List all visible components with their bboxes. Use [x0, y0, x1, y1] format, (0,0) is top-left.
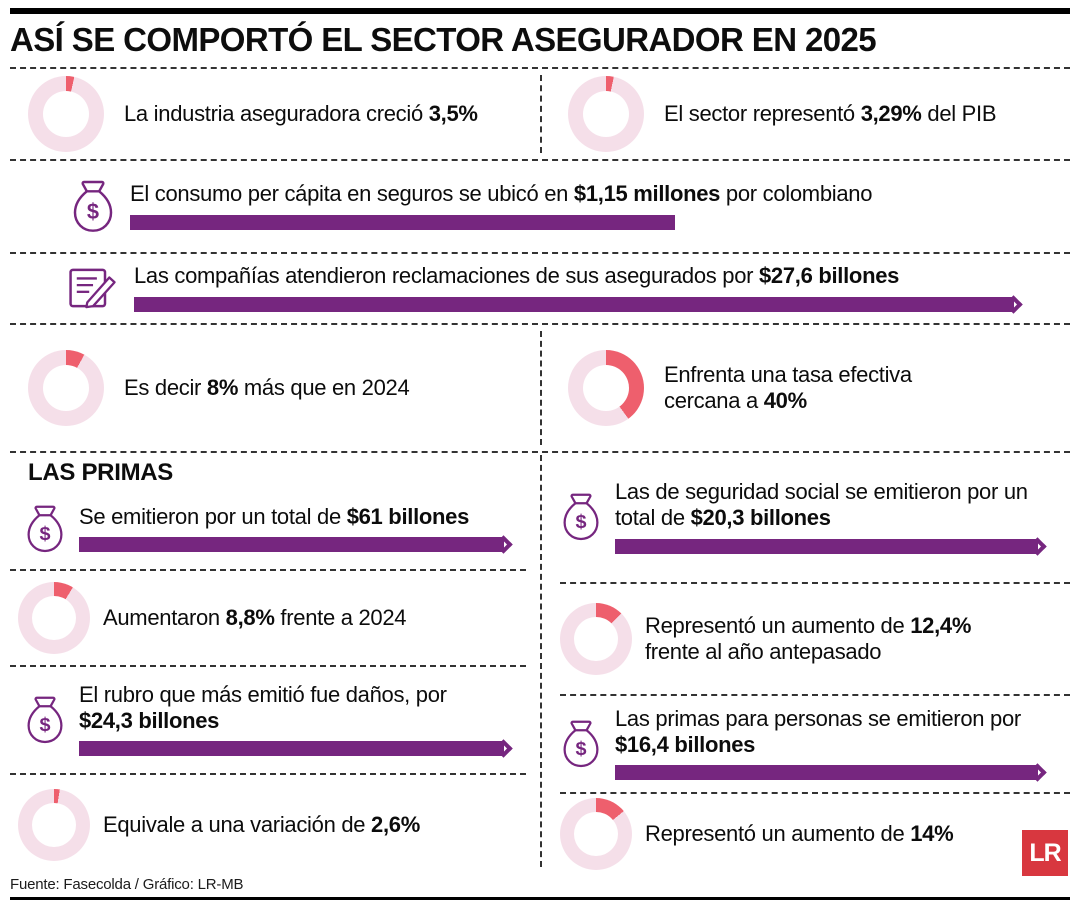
stat-claims: Las compañías atendieron reclamaciones d… [10, 254, 1070, 325]
claims-bar [134, 294, 1070, 314]
value-bar [130, 214, 676, 230]
stat-danos: El rubro que más emitió fue daños, por $… [10, 667, 526, 775]
las-primas-section: LAS PRIMAS Se emitieron por un total de … [10, 453, 1070, 875]
stat-industry-growth: La industria aseguradora creció 3,5% [10, 69, 512, 159]
top-rule [10, 8, 1070, 14]
danos-bar [79, 739, 526, 758]
stat-primas-total: Se emitieron por un total de $61 billone… [10, 489, 526, 571]
stat-text-primas-total: Se emitieron por un total de $61 billone… [79, 503, 470, 529]
per-capita-content: El consumo per cápita en seguros se ubic… [130, 181, 1070, 231]
value-bar [79, 741, 504, 757]
money-bag-icon [24, 695, 66, 745]
donut-chart-danos-var [18, 788, 90, 861]
donut-chart-primas-growth [18, 581, 90, 654]
claims-content: Las compañías atendieron reclamaciones d… [134, 263, 1070, 314]
seg-social-bar [615, 536, 1070, 556]
lr-logo-text: LR [1029, 838, 1061, 867]
primas-right-column: Las de seguridad social se emitieron por… [540, 453, 1070, 875]
money-bag-icon [24, 504, 66, 554]
dashed-vertical-divider [540, 330, 542, 445]
lr-logo: LR [1022, 830, 1068, 876]
stat-danos-var: Equivale a una variación de 2,6% [10, 775, 526, 875]
donut-chart-pib-share [568, 75, 644, 152]
donut-chart-tax-rate [568, 349, 644, 426]
stat-text-industry-growth: La industria aseguradora creció 3,5% [124, 100, 478, 126]
stat-pib-share: El sector representó 3,29% del PIB [512, 69, 1070, 159]
dashed-vertical-divider [540, 74, 542, 153]
stat-primas-growth: Aumentaron 8,8% frente a 2024 [10, 571, 526, 667]
top-growth-row: La industria aseguradora creció 3,5% El … [10, 69, 1070, 161]
stat-personas: Las primas para personas se emitieron po… [560, 696, 1070, 794]
stat-text-per-capita: El consumo per cápita en seguros se ubic… [130, 181, 873, 207]
stat-personas-growth: Representó un aumento de 14% [560, 794, 1070, 875]
stat-text-claims: Las compañías atendieron reclamaciones d… [134, 263, 900, 289]
source-credit: Fuente: Fasecolda / Gráfico: LR-MB [10, 876, 244, 893]
value-bar [615, 538, 1039, 554]
personas-content: Las primas para personas se emitieron po… [615, 706, 1070, 782]
claims-growth-row: Es decir 8% más que en 2024 Enfrenta una… [10, 325, 1070, 453]
section-heading-las-primas: LAS PRIMAS [28, 458, 174, 486]
stat-text-personas: Las primas para personas se emitieron po… [615, 705, 1021, 757]
primas-total-content: Se emitieron por un total de $61 billone… [79, 504, 526, 554]
header: ASÍ SE COMPORTÓ EL SECTOR ASEGURADOR EN … [10, 8, 1070, 69]
stat-tax-rate: Enfrenta una tasa efectiva cercana a 40% [512, 325, 1070, 451]
personas-bar [615, 763, 1070, 782]
value-bar [134, 296, 1014, 312]
stat-text-claims-growth: Es decir 8% más que en 2024 [124, 374, 410, 400]
stat-text-tax-rate: Enfrenta una tasa efectiva cercana a 40% [664, 361, 912, 413]
stat-seg-social: Las de seguridad social se emitieron por… [560, 453, 1070, 584]
per-capita-bar [130, 213, 1070, 231]
stat-text-primas-growth: Aumentaron 8,8% frente a 2024 [103, 604, 407, 630]
donut-chart-industry-growth [28, 75, 104, 152]
seg-social-content: Las de seguridad social se emitieron por… [615, 479, 1070, 556]
stat-text-danos-var: Equivale a una variación de 2,6% [103, 811, 420, 837]
value-bar [615, 765, 1039, 781]
stat-text-danos: El rubro que más emitió fue daños, por $… [79, 681, 447, 733]
donut-chart-seg-social-growth [560, 602, 632, 675]
stat-text-seg-social: Las de seguridad social se emitieron por… [615, 479, 1028, 531]
stat-claims-growth: Es decir 8% más que en 2024 [10, 325, 512, 451]
dashed-vertical-divider [540, 454, 542, 867]
money-bag-icon [560, 719, 602, 769]
footer: Fuente: Fasecolda / Gráfico: LR-MB [10, 876, 243, 894]
stat-text-seg-social-growth: Representó un aumento de 12,4% frente al… [645, 612, 972, 664]
stat-per-capita: El consumo per cápita en seguros se ubic… [10, 161, 1070, 254]
primas-left-column: LAS PRIMAS Se emitieron por un total de … [10, 453, 540, 875]
value-bar [79, 537, 504, 553]
stat-seg-social-growth: Representó un aumento de 12,4% frente al… [560, 584, 1070, 696]
money-bag-icon [70, 179, 116, 234]
danos-content: El rubro que más emitió fue daños, por $… [79, 682, 526, 758]
money-bag-icon [560, 492, 602, 542]
page-title: ASÍ SE COMPORTÓ EL SECTOR ASEGURADOR EN … [10, 21, 877, 58]
donut-chart-personas-growth [560, 798, 632, 871]
stat-text-pib-share: El sector representó 3,29% del PIB [664, 100, 997, 126]
bottom-rule [10, 897, 1070, 900]
donut-chart-claims-growth [28, 349, 104, 426]
primas-total-bar [79, 535, 526, 554]
claims-document-icon [68, 266, 120, 310]
stat-text-personas-growth: Representó un aumento de 14% [645, 821, 954, 847]
